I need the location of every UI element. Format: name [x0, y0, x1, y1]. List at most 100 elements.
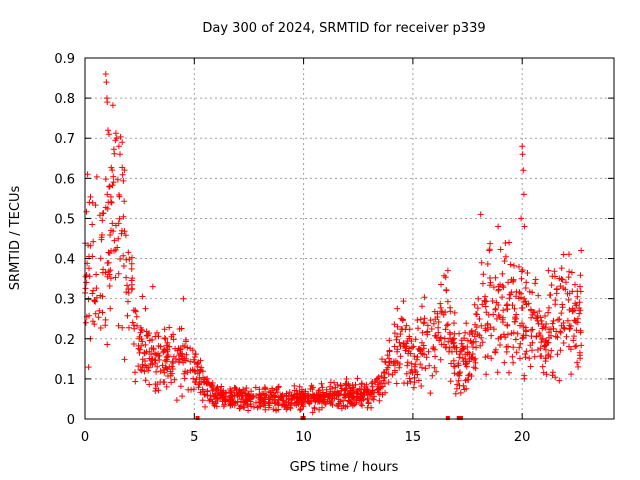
data-point: [207, 392, 214, 399]
data-point: [164, 339, 171, 346]
data-point: [523, 279, 530, 286]
data-point: [470, 364, 477, 371]
data-point: [542, 313, 548, 319]
data-point: [520, 299, 527, 305]
data-point: [358, 401, 364, 408]
data-point: [566, 268, 573, 275]
data-point: [157, 379, 164, 386]
data-point: [534, 346, 541, 353]
data-point: [499, 282, 506, 289]
data-point: [490, 326, 497, 333]
data-point: [132, 307, 139, 314]
data-point: [452, 390, 459, 397]
data-point: [192, 368, 199, 375]
data-point: [437, 356, 444, 363]
data-point: [527, 363, 534, 370]
data-point: [335, 390, 342, 396]
data-point: [546, 304, 552, 311]
data-point: [550, 317, 557, 324]
data-point: [146, 337, 153, 344]
data-point: [431, 308, 438, 315]
data-point: [399, 316, 406, 323]
data-point: [325, 393, 332, 400]
data-point: [522, 285, 529, 291]
data-point: [477, 211, 484, 218]
data-point: [416, 345, 423, 352]
data-point: [206, 397, 213, 404]
data-point: [106, 183, 113, 190]
data-point: [557, 283, 564, 290]
data-point: [534, 314, 541, 321]
data-point: [391, 330, 398, 337]
data-point: [519, 143, 526, 150]
x-tick-label: 10: [295, 430, 312, 445]
data-point: [161, 335, 168, 341]
data-point: [327, 379, 334, 386]
data-point: [302, 394, 309, 401]
data-point: [419, 303, 425, 310]
data-point: [454, 381, 461, 388]
data-point: [574, 359, 581, 366]
data-point: [157, 343, 164, 350]
data-point: [318, 380, 325, 387]
data-point: [190, 356, 197, 363]
data-point: [125, 289, 132, 296]
data-point: [499, 270, 506, 277]
data-point: [414, 354, 421, 360]
data-point: [141, 368, 148, 375]
data-point: [574, 315, 581, 322]
data-point: [492, 306, 499, 313]
data-point: [496, 314, 503, 320]
data-point: [489, 298, 496, 304]
data-point: [504, 331, 511, 338]
data-point: [245, 407, 252, 414]
data-point: [115, 143, 122, 150]
data-point: [327, 383, 334, 390]
data-point: [82, 319, 89, 326]
data-point: [152, 388, 159, 394]
data-point: [456, 370, 463, 377]
data-point: [112, 274, 119, 281]
data-point: [380, 377, 387, 384]
data-point: [566, 306, 573, 313]
data-point: [429, 372, 436, 379]
data-point: [213, 386, 220, 393]
data-point: [233, 386, 240, 393]
data-point: [178, 353, 185, 360]
data-point: [294, 391, 301, 398]
data-point: [572, 281, 578, 288]
data-point: [520, 324, 527, 330]
data-point: [110, 179, 117, 186]
data-point: [444, 298, 451, 305]
data-point: [381, 380, 388, 387]
data-point: [495, 286, 502, 293]
data-point: [415, 325, 421, 332]
data-point: [199, 397, 206, 404]
data-point: [335, 396, 342, 403]
data-point: [536, 330, 543, 337]
data-point: [572, 343, 579, 350]
data-point: [519, 320, 525, 327]
data-point: [85, 364, 92, 371]
data-point: [501, 258, 508, 264]
data-point: [353, 399, 360, 406]
data-point: [568, 371, 575, 378]
data-point: [440, 311, 447, 318]
data-point: [427, 317, 434, 324]
data-point: [205, 379, 212, 386]
y-tick-label: 0: [67, 413, 75, 428]
data-point: [204, 375, 211, 382]
data-point: [138, 336, 145, 342]
data-point: [495, 223, 502, 230]
data-point: [497, 342, 503, 348]
data-point: [451, 363, 458, 370]
data-point: [163, 342, 170, 349]
data-point: [361, 383, 368, 390]
data-point: [386, 337, 393, 344]
data-point: [156, 356, 163, 363]
data-point: [121, 167, 128, 174]
data-point: [528, 327, 535, 334]
data-point: [450, 357, 457, 364]
data-point: [183, 336, 189, 343]
data-point: [259, 400, 265, 407]
